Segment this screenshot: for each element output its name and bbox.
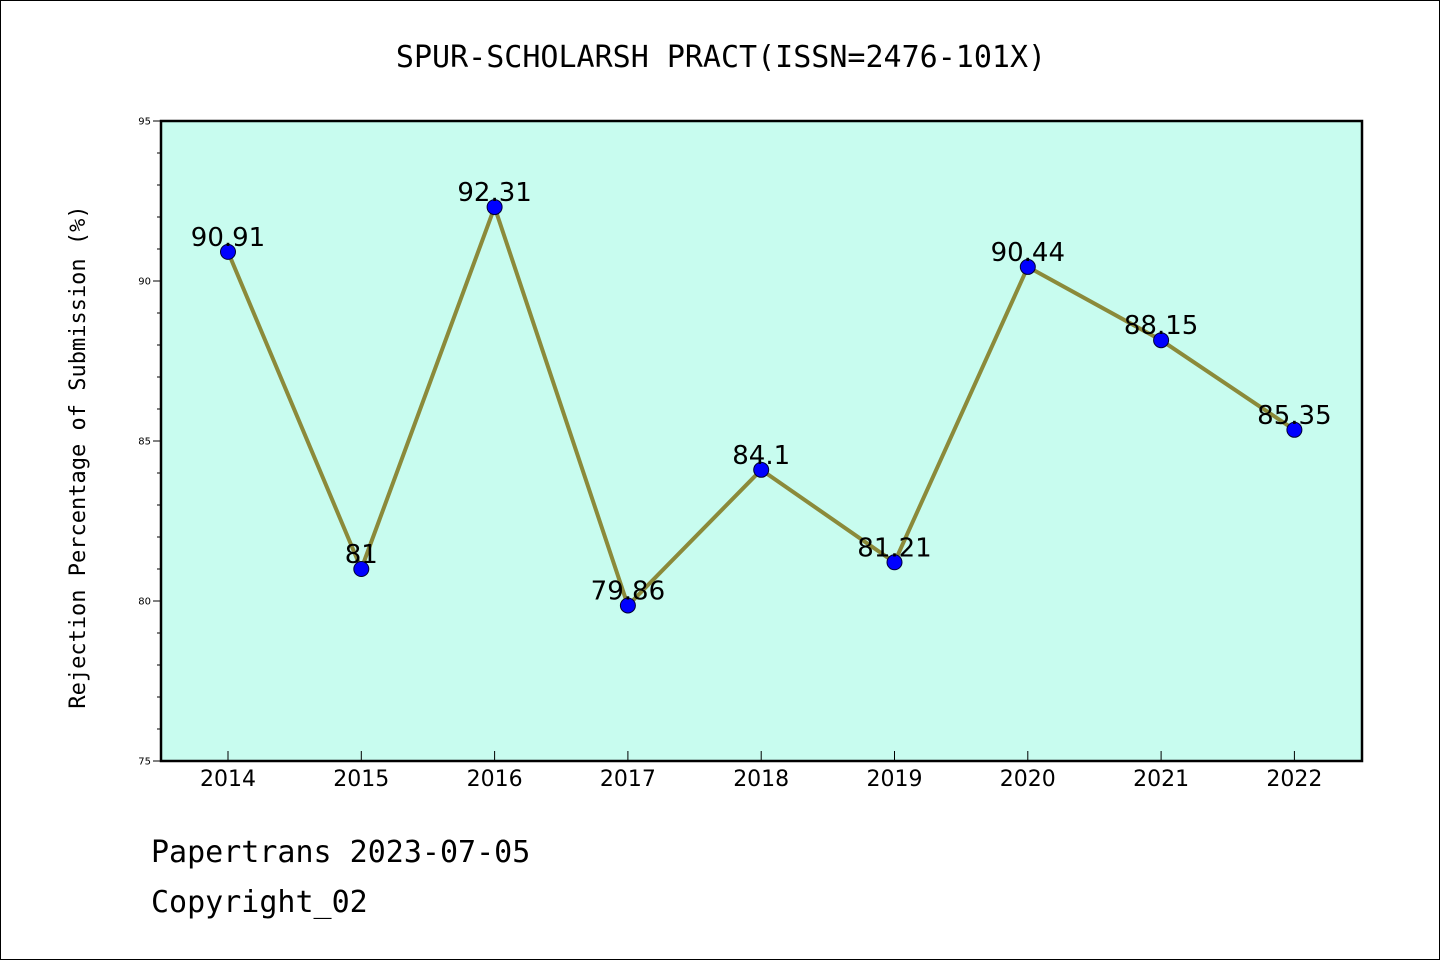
x-tick-label: 2017 xyxy=(600,767,656,792)
y-tick-label: 80 xyxy=(138,597,151,608)
data-label: 88.15 xyxy=(1124,311,1198,341)
x-tick-label: 2014 xyxy=(200,767,256,792)
data-point xyxy=(1286,421,1303,438)
data-point xyxy=(486,199,503,216)
data-point xyxy=(886,554,903,571)
axis-ticks: 75 80 85 90 95 2014 2015 2016 2017 2018 2019 2020 20… xyxy=(138,117,1322,793)
footer-date: Papertrans 2023-07-05 xyxy=(151,835,531,870)
data-point xyxy=(619,597,636,614)
data-point xyxy=(753,461,770,478)
series-layer xyxy=(220,199,1303,614)
data-point xyxy=(1153,332,1170,349)
data-label: 90.91 xyxy=(191,223,265,253)
x-tick-label: 2018 xyxy=(733,767,789,792)
data-label: 90.44 xyxy=(991,238,1065,268)
data-label: 81.21 xyxy=(857,533,931,563)
data-point xyxy=(220,243,236,260)
data-label: 92.31 xyxy=(457,178,531,208)
y-tick-label: 90 xyxy=(138,277,151,288)
x-tick-label: 2015 xyxy=(333,767,389,792)
data-label: 84.1 xyxy=(732,441,790,471)
data-point xyxy=(1019,258,1036,275)
plot-area xyxy=(161,121,1362,761)
footer-copyright: Copyright_02 xyxy=(151,885,368,920)
y-axis-label: Rejection Percentage of Submission (%) xyxy=(66,205,91,708)
x-tick-label: 2021 xyxy=(1133,767,1189,792)
data-label: 81 xyxy=(345,540,378,570)
x-tick-label: 2016 xyxy=(467,767,523,792)
plot-border xyxy=(159,119,1364,763)
y-tick-label: 85 xyxy=(138,437,151,448)
y-tick-label: 75 xyxy=(138,757,151,768)
data-label: 79.86 xyxy=(591,576,665,606)
y-tick-label: 95 xyxy=(138,117,151,128)
x-tick-label: 2019 xyxy=(867,767,923,792)
x-tick-label: 2022 xyxy=(1266,767,1322,792)
chart-title: SPUR-SCHOLARSH PRACT(ISSN=2476-101X) xyxy=(396,40,1046,75)
data-labels: 90.91 81 92.31 79.86 84.1 81.21 90.44 88.15 85.3… xyxy=(191,178,1332,606)
data-label: 85.35 xyxy=(1257,401,1331,431)
x-tick-label: 2020 xyxy=(1000,767,1056,792)
data-point xyxy=(353,561,370,577)
